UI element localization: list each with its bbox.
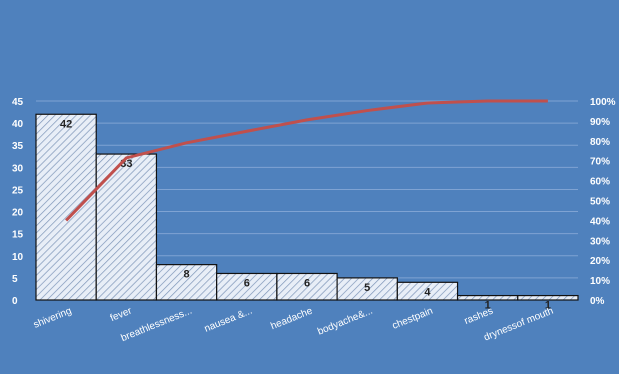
y2-tick-label: 50%	[590, 197, 610, 208]
data-label: 4	[424, 286, 431, 298]
y2-tick-label: 40%	[590, 216, 610, 227]
y2-tick-label: 10%	[590, 276, 610, 287]
data-label: 5	[364, 282, 370, 294]
y2-tick-label: 100%	[590, 97, 616, 108]
y2-tick-label: 90%	[590, 117, 610, 128]
y-tick-label: 20	[12, 208, 24, 219]
y2-tick-label: 60%	[590, 177, 610, 188]
data-label: 6	[244, 277, 250, 289]
y-tick-label: 45	[12, 97, 24, 108]
y2-tick-label: 20%	[590, 256, 610, 267]
data-label: 6	[304, 277, 310, 289]
y2-tick-label: 0%	[590, 296, 605, 307]
y-tick-label: 30	[12, 163, 24, 174]
y2-tick-label: 80%	[590, 137, 610, 148]
y-tick-label: 35	[12, 141, 24, 152]
y-tick-label: 25	[12, 185, 24, 196]
y2-tick-label: 30%	[590, 236, 610, 247]
y-tick-label: 5	[12, 274, 18, 285]
y2-tick-label: 70%	[590, 157, 610, 168]
y-tick-label: 0	[12, 296, 18, 307]
bar	[96, 154, 156, 300]
data-label: 8	[183, 269, 189, 281]
bar	[36, 114, 96, 300]
y-tick-label: 15	[12, 230, 24, 241]
y-tick-label: 40	[12, 119, 24, 130]
data-label: 42	[60, 118, 72, 130]
y-tick-label: 10	[12, 252, 24, 263]
